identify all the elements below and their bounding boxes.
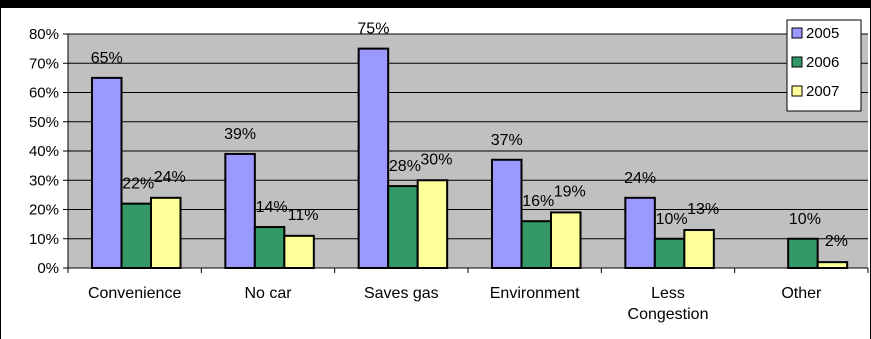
y-tick-label: 60% bbox=[29, 85, 59, 102]
bar bbox=[624, 196, 656, 269]
data-label: 10% bbox=[789, 211, 821, 228]
bar bbox=[253, 226, 286, 270]
bar bbox=[283, 234, 315, 269]
y-tick-label: 10% bbox=[29, 231, 59, 248]
category-label: Congestion bbox=[628, 306, 709, 323]
category-label: Other bbox=[781, 285, 822, 302]
bar bbox=[816, 261, 849, 269]
bar bbox=[683, 228, 715, 270]
data-label: 30% bbox=[420, 151, 452, 168]
data-label: 39% bbox=[224, 126, 256, 143]
category-label: Saves gas bbox=[364, 285, 439, 302]
bar bbox=[491, 158, 523, 269]
data-label: 37% bbox=[491, 132, 523, 149]
bar bbox=[550, 211, 582, 270]
data-label: 11% bbox=[288, 207, 319, 224]
y-tick-label: 40% bbox=[29, 143, 59, 160]
data-label: 19% bbox=[554, 183, 586, 200]
data-label: 28% bbox=[389, 158, 421, 175]
legend-swatch bbox=[791, 85, 803, 97]
bar bbox=[91, 76, 123, 269]
legend-label: 2007 bbox=[806, 83, 839, 100]
y-tick-label: 0% bbox=[37, 260, 59, 277]
y-tick-label: 20% bbox=[29, 202, 59, 219]
category-label: No car bbox=[244, 285, 292, 302]
y-tick-label: 80% bbox=[29, 26, 59, 43]
bar bbox=[387, 185, 419, 270]
legend-label: 2006 bbox=[806, 54, 839, 71]
data-label: 13% bbox=[687, 201, 719, 218]
bar bbox=[150, 196, 182, 269]
bar bbox=[653, 237, 686, 269]
data-label: 65% bbox=[91, 50, 123, 67]
data-label: 75% bbox=[357, 21, 389, 38]
category-label: Environment bbox=[490, 285, 580, 302]
data-label: 24% bbox=[624, 170, 656, 187]
bar bbox=[357, 47, 390, 269]
bar bbox=[120, 202, 152, 269]
category-label: Convenience bbox=[88, 285, 182, 302]
bar bbox=[224, 152, 256, 269]
legend-label: 2005 bbox=[806, 25, 839, 42]
bar bbox=[416, 179, 449, 269]
data-label: 2% bbox=[825, 233, 848, 250]
data-label: 14% bbox=[256, 199, 288, 216]
bar bbox=[520, 220, 552, 269]
y-tick-label: 30% bbox=[29, 172, 59, 189]
data-label: 22% bbox=[122, 176, 154, 193]
data-label: 24% bbox=[154, 169, 186, 186]
y-tick-label: 50% bbox=[29, 114, 59, 131]
legend-swatch bbox=[791, 27, 803, 39]
legend-swatch bbox=[791, 56, 803, 68]
data-label: 10% bbox=[656, 211, 688, 228]
category-label: Less bbox=[651, 285, 685, 302]
y-tick-label: 70% bbox=[29, 55, 59, 72]
data-label: 16% bbox=[522, 193, 554, 210]
bar bbox=[787, 237, 819, 269]
